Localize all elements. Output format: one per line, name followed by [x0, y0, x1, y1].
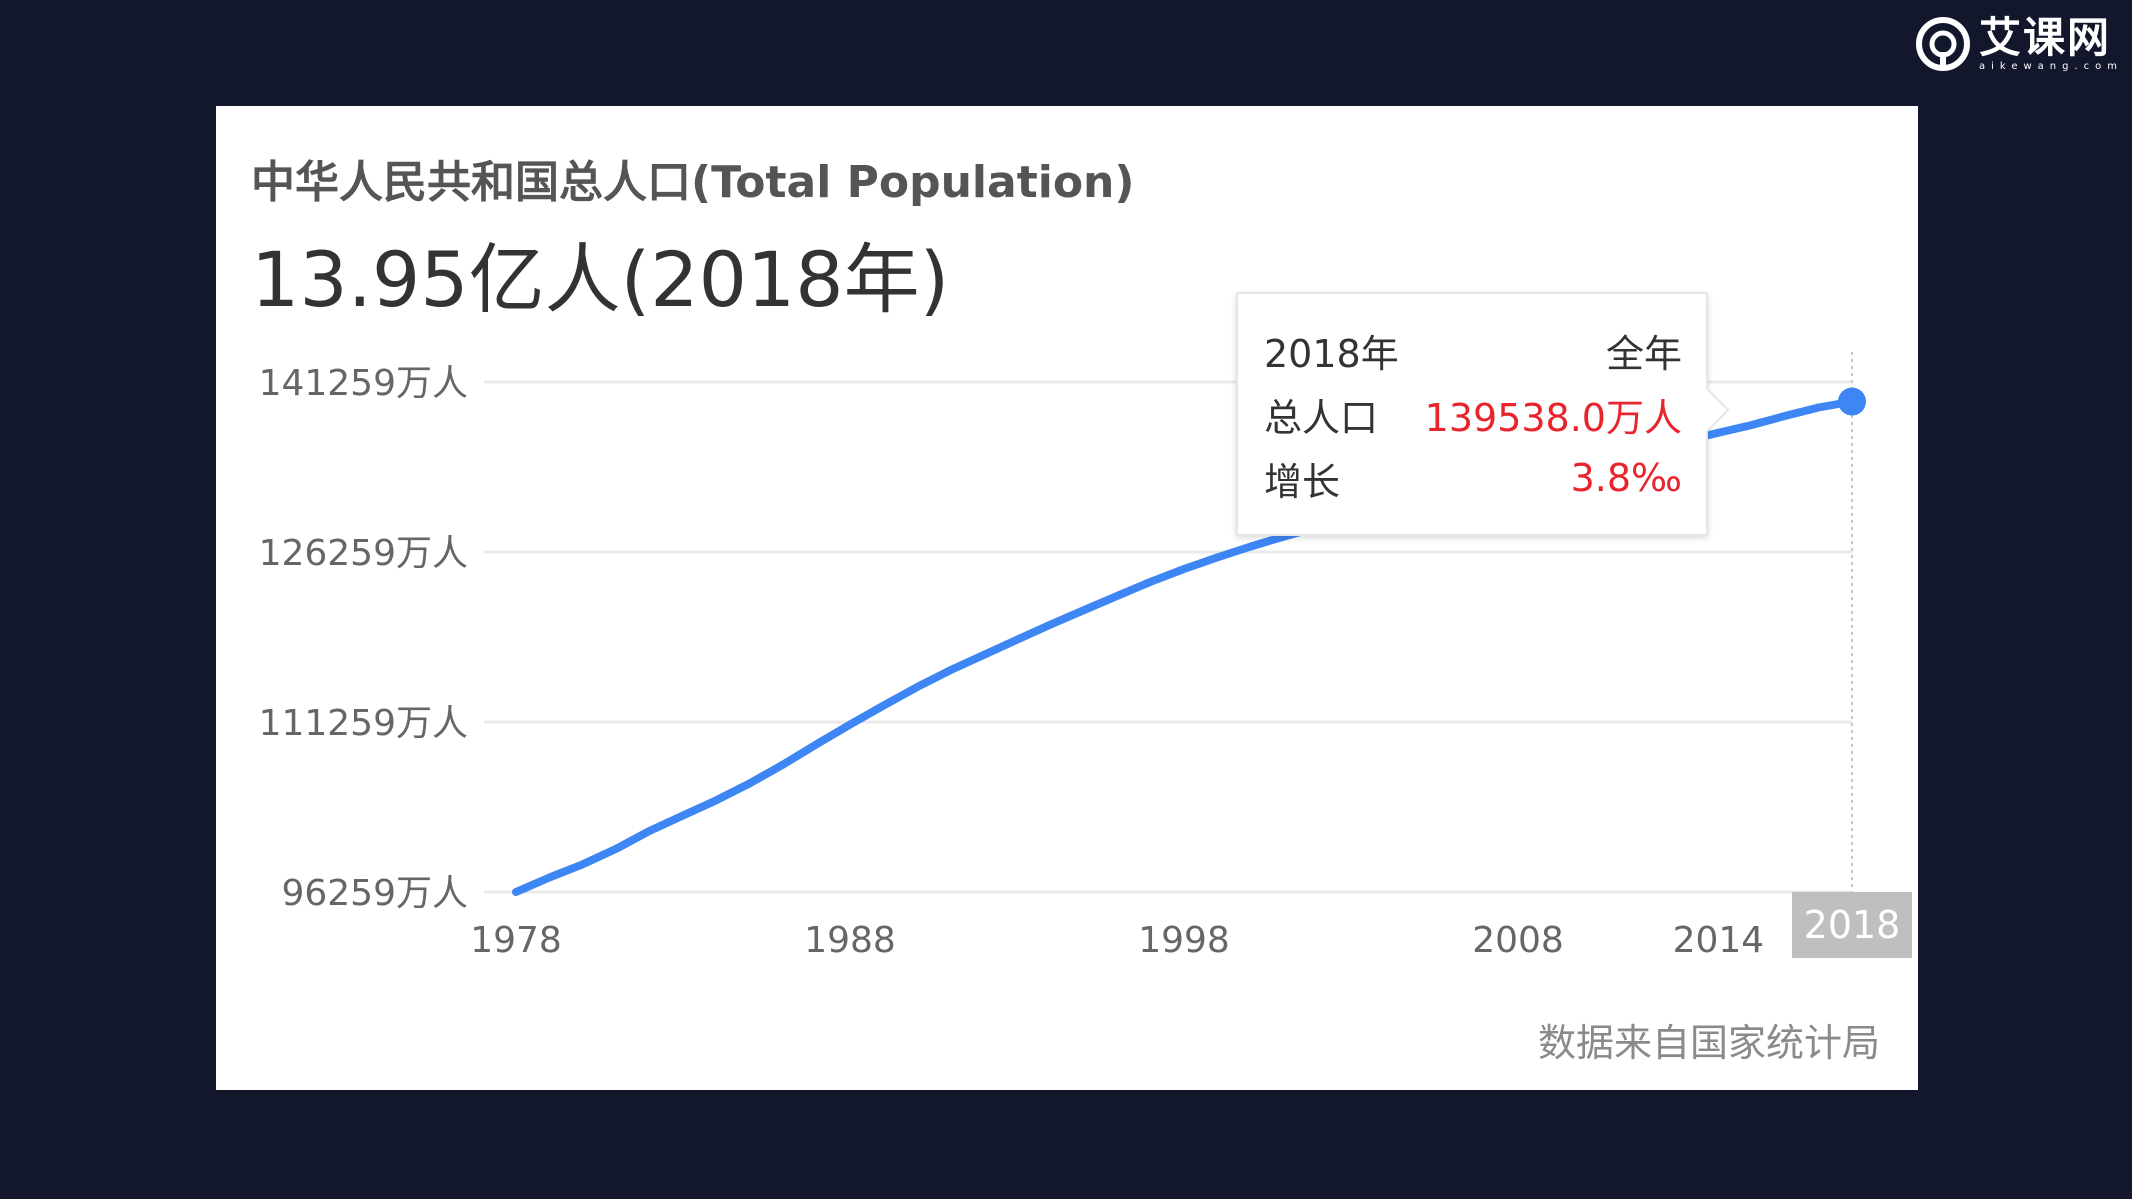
- chart-title: 中华人民共和国总人口(Total Population): [251, 157, 1135, 208]
- data-tooltip: 2018年 全年 总人口 139538.0万人 增长 3.8‰: [1236, 292, 1730, 536]
- x-tick-label: 1988: [804, 920, 896, 961]
- tooltip-growth-value: 3.8‰: [1570, 456, 1682, 500]
- tooltip-population-label: 总人口: [1264, 395, 1379, 440]
- tooltip-growth-label: 增长: [1264, 459, 1341, 504]
- brand-subname: aikewang.com: [1979, 60, 2124, 72]
- x-tick-label: 2014: [1673, 920, 1765, 961]
- tooltip-population-value: 139538.0万人: [1424, 395, 1682, 440]
- x-tick-label: 1978: [470, 920, 562, 961]
- tooltip-growth-row: 增长 3.8‰: [1264, 450, 1682, 506]
- population-card: 中华人民共和国总人口(Total Population) 13.95亿人(201…: [216, 106, 1918, 1090]
- tooltip-year: 2018年: [1264, 331, 1399, 376]
- data-source: 数据来自国家统计局: [1537, 1021, 1880, 1065]
- y-axis-ticks: 96259万人 111259万人 126259万人 141259万人: [259, 363, 468, 914]
- y-tick-label: 141259万人: [259, 363, 468, 404]
- brand-name: 艾课网: [1979, 12, 2112, 62]
- headline-value: 13.95亿人(2018年): [251, 235, 950, 324]
- x-axis-ticks: 1978 1988 1998 2008 2014: [470, 920, 1764, 961]
- y-tick-label: 96259万人: [281, 873, 468, 914]
- logo-icon: [1916, 17, 1970, 71]
- population-line-chart: 96259万人 111259万人 126259万人 141259万人 1978 1988…: [259, 352, 1866, 961]
- tooltip-period: 全年: [1605, 331, 1682, 376]
- tooltip-header-row: 2018年 全年: [1264, 322, 1682, 378]
- y-tick-label: 111259万人: [259, 703, 468, 744]
- y-tick-label: 126259万人: [259, 533, 468, 574]
- tooltip-population-row: 总人口 139538.0万人: [1264, 386, 1682, 442]
- x-tick-label: 2008: [1472, 920, 1564, 961]
- highlight-point-2018[interactable]: [1838, 387, 1866, 416]
- x-tick-label: 1998: [1138, 920, 1230, 961]
- brand-logo: 艾课网 aikewang.com: [1915, 10, 2123, 78]
- x-axis-highlight-label: 2018: [1792, 892, 1912, 958]
